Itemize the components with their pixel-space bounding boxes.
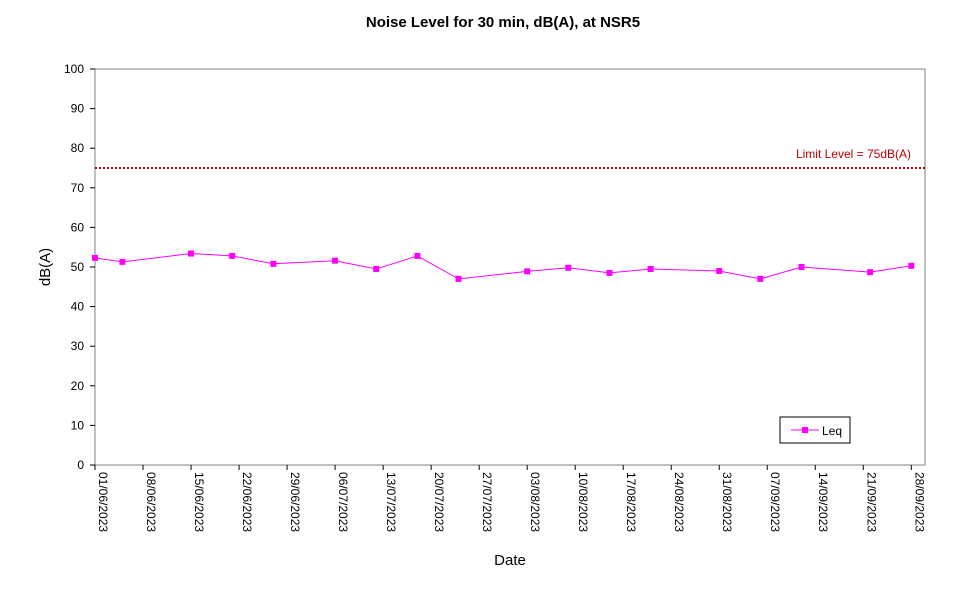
y-tick-label: 0 [77,458,84,472]
x-tick-label: 07/09/2023 [768,472,782,532]
x-tick-label: 01/06/2023 [96,472,110,532]
x-axis-title: Date [494,552,526,569]
x-tick-label: 29/06/2023 [288,472,302,532]
x-tick-label: 21/09/2023 [864,472,878,532]
x-tick-label: 31/08/2023 [720,472,734,532]
data-point [757,275,764,282]
y-tick-label: 70 [71,181,85,195]
y-axis: 0 10 20 30 40 50 60 70 80 90 100 [64,62,95,472]
y-tick-label: 80 [71,141,85,155]
y-tick-label: 10 [71,418,85,432]
x-tick-label: 15/06/2023 [192,472,206,532]
x-axis: 01/06/2023 08/06/2023 15/06/2023 22/06/2023… [94,465,926,532]
x-tick-label: 24/08/2023 [672,472,686,532]
x-tick-label: 14/09/2023 [816,472,830,532]
x-tick-label: 17/08/2023 [624,472,638,532]
data-point [92,254,98,261]
data-point [270,260,277,267]
y-tick-label: 40 [71,300,85,314]
data-point [647,265,654,272]
chart-title: Noise Level for 30 min, dB(A), at NSR5 [366,14,640,31]
limit-level-label: Limit Level = 75dB(A) [796,147,911,161]
data-point [373,265,380,272]
x-tick-label: 13/07/2023 [384,472,398,532]
series-leq [92,250,915,282]
x-tick-label: 27/07/2023 [480,472,494,532]
y-tick-label: 20 [71,379,85,393]
data-point [119,258,126,265]
legend: Leq [779,416,851,444]
y-axis-title: dB(A) [37,248,54,286]
x-tick-label: 28/09/2023 [912,472,926,532]
data-point [414,252,421,259]
y-tick-label: 60 [71,220,85,234]
x-tick-label: 22/06/2023 [240,472,254,532]
x-tick-label: 20/07/2023 [432,472,446,532]
data-point [606,269,613,276]
data-point [908,262,915,269]
data-point [188,250,195,257]
x-tick-label: 08/06/2023 [144,472,158,532]
x-tick-label: 06/07/2023 [336,472,350,532]
data-point [455,275,462,282]
y-tick-label: 100 [64,62,84,76]
legend-marker [802,427,808,433]
data-point [798,264,805,270]
data-point [332,257,339,264]
data-point [229,252,236,259]
data-point [867,269,874,276]
x-tick-label: 10/08/2023 [576,472,590,532]
y-tick-label: 90 [71,102,85,116]
data-point [716,267,723,274]
legend-label-leq: Leq [822,424,842,438]
data-point [524,268,531,275]
series-line [94,252,912,280]
y-tick-label: 30 [71,339,85,353]
x-tick-label: 03/08/2023 [528,472,542,532]
data-point [565,264,572,271]
y-tick-label: 50 [71,260,85,274]
